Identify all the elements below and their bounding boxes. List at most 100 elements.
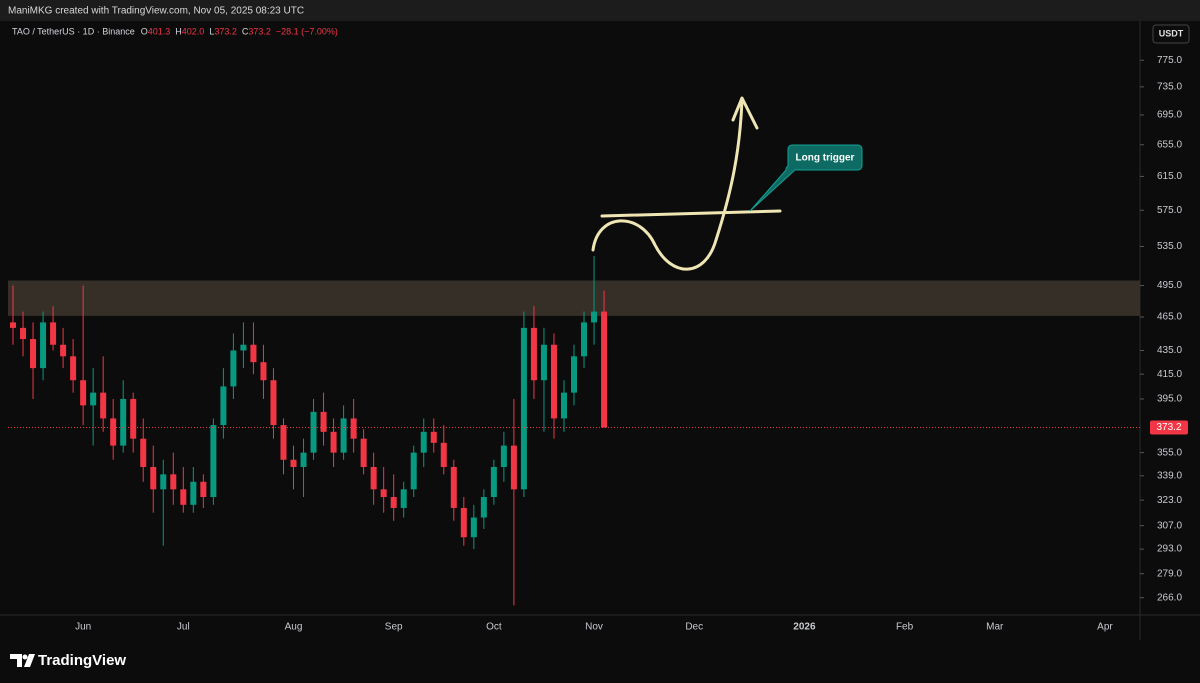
footer	[0, 640, 1200, 683]
resistance-zone	[8, 280, 1140, 316]
y-tick-label: 435.0	[1157, 345, 1182, 356]
candle-body	[250, 344, 257, 363]
y-tick-label: 307.0	[1157, 520, 1182, 531]
brand-name: TradingView	[38, 652, 126, 669]
ohlc-letter: O	[141, 26, 148, 36]
candle-body	[70, 356, 77, 381]
y-tick-label: 323.0	[1157, 495, 1182, 506]
candle-body	[550, 344, 557, 419]
candle-body	[390, 497, 397, 508]
watermark: ManiMKG created with TradingView.com, No…	[8, 6, 304, 17]
y-tick-label: 695.0	[1157, 110, 1182, 121]
candle-body	[400, 489, 407, 508]
candle-body	[230, 350, 237, 387]
candle-body	[340, 418, 347, 453]
candle-body	[510, 445, 517, 490]
ohlc-value: 401.3	[148, 26, 171, 36]
y-tick-label: 266.0	[1157, 592, 1182, 603]
candle-body	[240, 344, 247, 351]
y-tick-label: 575.0	[1157, 205, 1182, 216]
candle-body	[430, 431, 437, 443]
x-tick-label: Jul	[177, 622, 190, 633]
candle-body	[460, 507, 467, 538]
ohlc-value: 373.2	[214, 26, 237, 36]
x-tick-label: Jun	[75, 622, 91, 633]
callout	[749, 144, 863, 212]
candle-body	[50, 322, 57, 345]
y-tick-label: 395.0	[1157, 394, 1182, 405]
candle-body	[570, 356, 578, 393]
legend: TAO / TetherUS · 1D · Binance O 401.3 H 402…	[12, 26, 338, 36]
candle-body	[330, 431, 337, 453]
candle-body	[500, 445, 507, 467]
candle-body	[200, 481, 207, 498]
candle-body	[60, 344, 67, 357]
x-tick-label: Apr	[1097, 622, 1113, 633]
candle-body	[210, 425, 217, 498]
y-tick-label: 279.0	[1157, 568, 1182, 579]
currency: USDT	[1159, 28, 1184, 38]
candle-body	[40, 322, 47, 369]
y-tick-label: 495.0	[1157, 280, 1182, 291]
candle-body	[581, 322, 588, 357]
candle-body	[80, 380, 87, 406]
x-tick-label: Sep	[385, 622, 403, 633]
trigger-line	[600, 209, 782, 218]
candle-body	[450, 466, 457, 508]
last-price-box	[1150, 420, 1188, 435]
brand-icon-dot	[22, 654, 28, 660]
candle-body	[540, 344, 547, 381]
y-tick-label: 355.0	[1157, 447, 1182, 458]
candle-body	[150, 466, 157, 490]
candle-body	[310, 411, 317, 453]
candle-body	[370, 466, 377, 490]
candle-body	[360, 438, 367, 467]
candle-body	[110, 418, 117, 446]
y-tick-label: 735.0	[1157, 81, 1182, 92]
candle-body	[270, 380, 277, 426]
x-tick-label: Aug	[285, 622, 303, 633]
y-tick-label: 775.0	[1157, 55, 1182, 66]
projection-arrowhead	[731, 96, 759, 130]
y-tick-label: 293.0	[1157, 544, 1182, 555]
candle-body	[100, 392, 107, 419]
candle-body	[290, 459, 297, 467]
candle-body	[30, 339, 37, 369]
candle-body	[170, 474, 177, 490]
y-tick-label: 415.0	[1157, 369, 1182, 380]
candle-body	[490, 466, 497, 498]
x-tick-label: Oct	[486, 622, 502, 633]
candle-body	[120, 398, 127, 446]
brand-icon	[10, 654, 35, 667]
candle-body	[180, 489, 187, 505]
y-tick-label: 535.0	[1157, 241, 1182, 252]
last-price-label: 373.2	[1156, 422, 1181, 433]
y-tick-label: 465.0	[1157, 312, 1182, 323]
candle-body	[300, 452, 307, 467]
candle-body	[20, 327, 27, 340]
candle-body	[160, 474, 167, 490]
candle-body	[10, 322, 17, 328]
candle-body	[410, 452, 417, 490]
candle-body	[260, 362, 267, 381]
symbol: TAO / TetherUS · 1D · Binance	[12, 26, 135, 36]
x-tick-label: Nov	[585, 622, 603, 633]
candle-body	[560, 392, 567, 419]
brand-logo: TradingView	[10, 652, 126, 669]
plot-area	[8, 255, 1140, 606]
candle-body	[591, 311, 598, 323]
y-tick-label: 615.0	[1157, 171, 1182, 182]
currency-box[interactable]	[1152, 24, 1190, 44]
candle-body	[470, 517, 477, 538]
candle-body	[520, 327, 527, 490]
ohlc-letter: L	[209, 26, 214, 36]
candle-body	[130, 398, 137, 439]
candle-body	[320, 411, 327, 432]
candle-body	[480, 497, 487, 518]
top-bar	[0, 0, 1200, 21]
projection-curve	[591, 98, 744, 271]
candle-body	[601, 311, 608, 428]
candle-body	[280, 425, 287, 460]
